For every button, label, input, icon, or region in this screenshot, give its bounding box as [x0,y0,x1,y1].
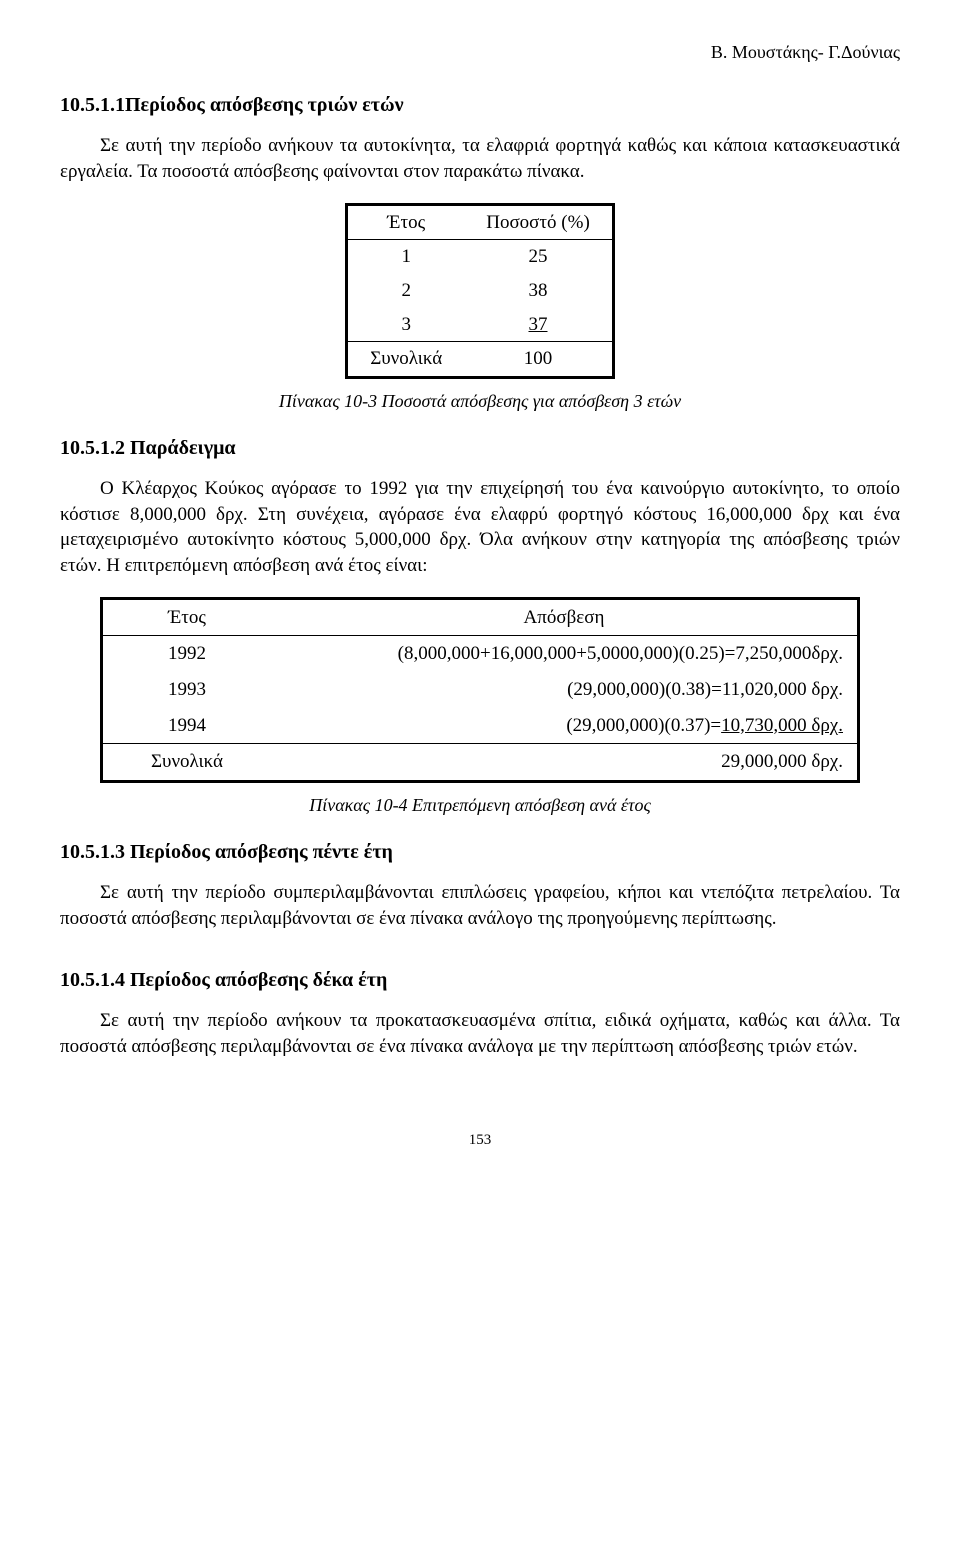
table-row: 1992 (8,000,000+16,000,000+5,0000,000)(0… [102,636,859,672]
table-2-total-value: 29,000,000 δρχ. [271,744,859,782]
section-2-heading: 10.5.1.2 Παράδειγμα [60,435,900,462]
section-3-paragraph: Σε αυτή την περίοδο συμπεριλαμβάνονται ε… [60,880,900,931]
table-1-header-row: Έτος Ποσοστό (%) [347,204,614,240]
table-cell: (8,000,000+16,000,000+5,0000,000)(0.25)=… [271,636,859,672]
page-number: 153 [60,1130,900,1150]
table-1: Έτος Ποσοστό (%) 1 25 2 38 3 37 Συνολικά… [345,203,615,379]
table-cell: 1994 [102,708,272,744]
table-cell: 1993 [102,672,272,708]
table-row: 2 38 [347,274,614,308]
table-cell: 1 [347,240,465,274]
table-1-header-year: Έτος [347,204,465,240]
table-2-r3-prefix: (29,000,000)(0.37)= [566,715,721,736]
table-1-wrap: Έτος Ποσοστό (%) 1 25 2 38 3 37 Συνολικά… [60,203,900,379]
table-2-header-dep: Απόσβεση [271,598,859,636]
section-4-heading: 10.5.1.4 Περίοδος απόσβεσης δέκα έτη [60,967,900,994]
table-cell: (29,000,000)(0.37)=10,730,000 δρχ. [271,708,859,744]
table-row: 1 25 [347,240,614,274]
table-2-r3-underline: 10,730,000 δρχ. [721,715,843,736]
table-cell: (29,000,000)(0.38)=11,020,000 δρχ. [271,672,859,708]
section-1-paragraph: Σε αυτή την περίοδο ανήκουν τα αυτοκίνητ… [60,133,900,184]
table-cell: 3 [347,308,465,342]
section-4-paragraph: Σε αυτή την περίοδο ανήκουν τα προκατασκ… [60,1008,900,1059]
table-1-total-row: Συνολικά 100 [347,342,614,378]
table-2-total-label: Συνολικά [102,744,272,782]
table-cell: 2 [347,274,465,308]
table-1-caption: Πίνακας 10-3 Ποσοστά απόσβεσης για απόσβ… [60,389,900,413]
table-row: 1994 (29,000,000)(0.37)=10,730,000 δρχ. [102,708,859,744]
table-row: 3 37 [347,308,614,342]
table-2-total-row: Συνολικά 29,000,000 δρχ. [102,744,859,782]
section-2-paragraph: Ο Κλέαρχος Κούκος αγόρασε το 1992 για τη… [60,476,900,579]
table-cell: 25 [464,240,613,274]
table-2: Έτος Απόσβεση 1992 (8,000,000+16,000,000… [100,597,860,783]
table-cell: 37 [464,308,613,342]
table-2-wrap: Έτος Απόσβεση 1992 (8,000,000+16,000,000… [60,597,900,783]
page-header-authors: Β. Μουστάκης- Γ.Δούνιας [60,40,900,64]
table-1-total-label: Συνολικά [347,342,465,378]
section-3-heading: 10.5.1.3 Περίοδος απόσβεσης πέντε έτη [60,839,900,866]
table-1-total-value: 100 [464,342,613,378]
section-1-heading: 10.5.1.1Περίοδος απόσβεσης τριών ετών [60,92,900,119]
table-2-header-row: Έτος Απόσβεση [102,598,859,636]
table-2-caption: Πίνακας 10-4 Επιτρεπόμενη απόσβεση ανά έ… [60,793,900,817]
table-1-header-percent: Ποσοστό (%) [464,204,613,240]
table-1-r3-underline: 37 [529,314,548,335]
table-2-header-year: Έτος [102,598,272,636]
table-cell: 1992 [102,636,272,672]
table-cell: 38 [464,274,613,308]
table-row: 1993 (29,000,000)(0.38)=11,020,000 δρχ. [102,672,859,708]
